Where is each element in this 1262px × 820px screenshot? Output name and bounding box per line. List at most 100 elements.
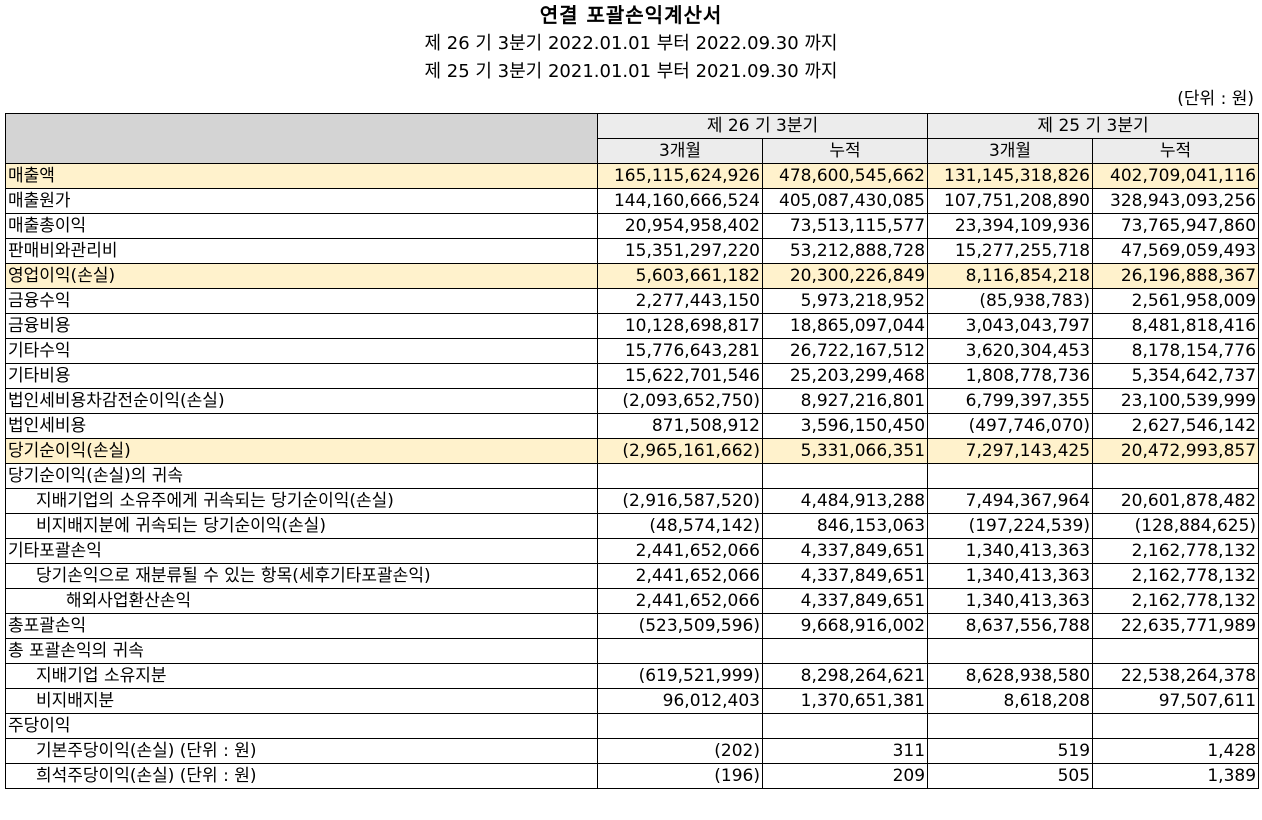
table-row: 기타비용 15,622,701,546 25,203,299,468 1,808,77… — [5, 363, 1260, 389]
value-cell — [927, 713, 1094, 739]
value-cell: 1,340,413,363 — [927, 538, 1094, 564]
value-cell: 4,337,849,651 — [761, 563, 929, 589]
value-cell: 23,394,109,936 — [927, 213, 1094, 239]
row-label: 법인세비용차감전순이익(손실) — [5, 388, 598, 414]
value-cell: (197,224,539) — [927, 513, 1094, 539]
table-row: 금융비용 10,128,698,817 18,865,097,044 3,043,04… — [5, 313, 1260, 339]
row-label: 희석주당이익(손실) (단위 : 원) — [5, 763, 598, 789]
value-cell: 871,508,912 — [597, 413, 763, 439]
value-cell: 8,178,154,776 — [1092, 338, 1260, 364]
table-row: 비지배지분 96,012,403 1,370,651,381 8,618,208 97,… — [5, 688, 1260, 714]
value-cell — [761, 713, 929, 739]
value-cell — [597, 713, 763, 739]
value-cell: 131,145,318,826 — [927, 163, 1094, 189]
value-cell: 3,596,150,450 — [761, 413, 929, 439]
value-cell: 519 — [927, 738, 1094, 764]
value-cell: 23,100,539,999 — [1092, 388, 1260, 414]
value-cell: 15,277,255,718 — [927, 238, 1094, 264]
value-cell: 4,337,849,651 — [761, 588, 929, 614]
value-cell: 5,354,642,737 — [1092, 363, 1260, 389]
row-label: 지배기업의 소유주에게 귀속되는 당기순이익(손실) — [5, 488, 598, 514]
row-label: 당기손익으로 재분류될 수 있는 항목(세후기타포괄손익) — [5, 563, 598, 589]
value-cell: 144,160,666,524 — [597, 188, 763, 214]
value-cell: 73,765,947,860 — [1092, 213, 1260, 239]
sub-header-prior-cum: 누적 — [1092, 138, 1260, 164]
value-cell: 20,954,958,402 — [597, 213, 763, 239]
value-cell: 20,300,226,849 — [761, 263, 929, 289]
row-label: 기타포괄손익 — [5, 538, 598, 564]
table-row: 매출원가 144,160,666,524 405,087,430,085 107,75… — [5, 188, 1260, 214]
row-label: 기타비용 — [5, 363, 598, 389]
table-row: 당기순이익(손실)의 귀속 — [5, 463, 1260, 489]
period-current: 제 26 기 3분기 2022.01.01 부터 2022.09.30 까지 — [424, 33, 838, 54]
value-cell: (128,884,625) — [1092, 513, 1260, 539]
value-cell: 22,538,264,378 — [1092, 663, 1260, 689]
value-cell: 8,927,216,801 — [761, 388, 929, 414]
value-cell: 5,603,661,182 — [597, 263, 763, 289]
value-cell: 7,297,143,425 — [927, 438, 1094, 464]
statement-title: 연결 포괄손익계산서 — [539, 3, 723, 27]
value-cell: 96,012,403 — [597, 688, 763, 714]
value-cell: 3,043,043,797 — [927, 313, 1094, 339]
table-row: 판매비와관리비 15,351,297,220 53,212,888,728 15,27… — [5, 238, 1260, 264]
table-row: 해외사업환산손익 2,441,652,066 4,337,849,651 1,340,… — [5, 588, 1260, 614]
value-cell: (523,509,596) — [597, 613, 763, 639]
sub-header-current-cum: 누적 — [761, 138, 929, 164]
row-label: 총포괄손익 — [5, 613, 598, 639]
row-label: 금융수익 — [5, 288, 598, 314]
row-label: 비지배지분에 귀속되는 당기순이익(손실) — [5, 513, 598, 539]
income-statement-table: 제 26 기 3분기 제 25 기 3분기 3개월 누적 3개월 누적 매출액 1… — [5, 113, 1260, 789]
value-cell: 2,162,778,132 — [1092, 588, 1260, 614]
row-label: 판매비와관리비 — [5, 238, 598, 264]
value-cell: 1,370,651,381 — [761, 688, 929, 714]
value-cell — [597, 638, 763, 664]
value-cell: 15,351,297,220 — [597, 238, 763, 264]
period-header-prior: 제 25 기 3분기 — [927, 113, 1260, 139]
value-cell: (2,916,587,520) — [597, 488, 763, 514]
table-row: 총포괄손익 (523,509,596) 9,668,916,002 8,637,556… — [5, 613, 1260, 639]
value-cell: 97,507,611 — [1092, 688, 1260, 714]
table-row: 당기손익으로 재분류될 수 있는 항목(세후기타포괄손익) 2,441,652,0… — [5, 563, 1260, 589]
value-cell — [761, 638, 929, 664]
table-row: 기본주당이익(손실) (단위 : 원) (202) 311 519 1,428 — [5, 738, 1260, 764]
label-header-cell — [5, 113, 598, 164]
value-cell: 4,337,849,651 — [761, 538, 929, 564]
value-cell: 15,776,643,281 — [597, 338, 763, 364]
table-row: 당기순이익(손실) (2,965,161,662) 5,331,066,351 7,2… — [5, 438, 1260, 464]
value-cell: (196) — [597, 763, 763, 789]
sub-header-prior-3m: 3개월 — [927, 138, 1094, 164]
value-cell: 328,943,093,256 — [1092, 188, 1260, 214]
value-cell: 1,808,778,736 — [927, 363, 1094, 389]
value-cell: 26,722,167,512 — [761, 338, 929, 364]
value-cell: 1,340,413,363 — [927, 588, 1094, 614]
value-cell: 209 — [761, 763, 929, 789]
value-cell — [761, 463, 929, 489]
value-cell: 6,799,397,355 — [927, 388, 1094, 414]
row-label: 매출총이익 — [5, 213, 598, 239]
value-cell — [1092, 638, 1260, 664]
value-cell: (2,093,652,750) — [597, 388, 763, 414]
value-cell: 8,298,264,621 — [761, 663, 929, 689]
value-cell: 165,115,624,926 — [597, 163, 763, 189]
table-row: 주당이익 — [5, 713, 1260, 739]
table-row: 법인세비용 871,508,912 3,596,150,450 (497,746,07… — [5, 413, 1260, 439]
period-header-row: 제 26 기 3분기 제 25 기 3분기 — [5, 113, 1260, 164]
value-cell: 73,513,115,577 — [761, 213, 929, 239]
value-cell: 26,196,888,367 — [1092, 263, 1260, 289]
value-cell: 2,441,652,066 — [597, 588, 763, 614]
value-cell: 1,428 — [1092, 738, 1260, 764]
table-row: 지배기업의 소유주에게 귀속되는 당기순이익(손실) (2,916,587,520… — [5, 488, 1260, 514]
value-cell: 2,162,778,132 — [1092, 563, 1260, 589]
value-cell: 5,973,218,952 — [761, 288, 929, 314]
row-label: 영업이익(손실) — [5, 263, 598, 289]
value-cell: 846,153,063 — [761, 513, 929, 539]
value-cell: (497,746,070) — [927, 413, 1094, 439]
value-cell: (202) — [597, 738, 763, 764]
table-row: 매출액 165,115,624,926 478,600,545,662 131,145… — [5, 163, 1260, 189]
table-row: 비지배지분에 귀속되는 당기순이익(손실) (48,574,142) 846,153… — [5, 513, 1260, 539]
statement-body: 매출액 165,115,624,926 478,600,545,662 131,145… — [5, 163, 1260, 789]
row-label: 비지배지분 — [5, 688, 598, 714]
value-cell: 47,569,059,493 — [1092, 238, 1260, 264]
value-cell: 2,441,652,066 — [597, 563, 763, 589]
table-row: 매출총이익 20,954,958,402 73,513,115,577 23,394,… — [5, 213, 1260, 239]
